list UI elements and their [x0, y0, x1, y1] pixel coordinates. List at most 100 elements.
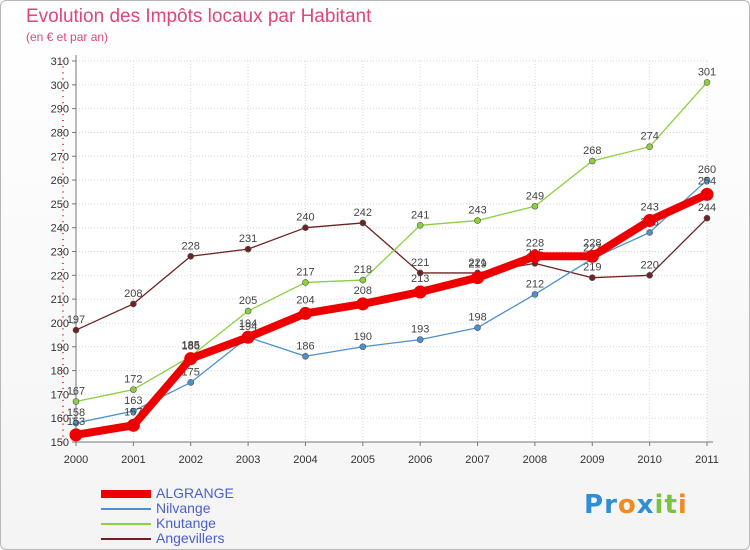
data-point-knutange	[416, 222, 424, 229]
y-tick-label: 210	[51, 294, 69, 306]
data-label-knutange: 249	[526, 190, 544, 202]
data-point-algrange	[413, 285, 427, 299]
data-point-angevillers	[703, 214, 711, 222]
data-point-knutange	[531, 202, 539, 210]
x-tick-label: 2011	[695, 454, 719, 466]
data-point-algrange	[298, 306, 312, 320]
data-point-knutange	[359, 276, 367, 284]
chart-title: Evolution des Impôts locaux par Habitant	[26, 6, 372, 27]
data-label-algrange: 208	[354, 285, 372, 297]
legend-swatch	[101, 490, 151, 498]
data-label-algrange: 228	[583, 237, 601, 249]
data-point-nilvange	[302, 352, 309, 360]
data-label-algrange: 153	[67, 416, 85, 428]
data-point-angevillers	[646, 272, 653, 279]
data-point-algrange	[241, 330, 255, 344]
data-label-angevillers: 197	[67, 314, 85, 326]
data-label-knutange: 243	[468, 205, 486, 217]
data-point-nilvange	[646, 229, 653, 236]
data-point-angevillers	[302, 224, 309, 231]
data-point-algrange	[528, 249, 542, 263]
data-point-nilvange	[187, 379, 195, 386]
data-label-knutange: 217	[296, 266, 314, 278]
data-point-algrange	[700, 187, 714, 201]
data-label-angevillers: 242	[354, 207, 372, 219]
logo-letter: P	[584, 490, 605, 520]
x-tick-label: 2000	[64, 454, 88, 466]
data-point-algrange	[69, 428, 83, 442]
data-label-knutange: 172	[124, 374, 142, 386]
data-label-knutange: 167	[67, 386, 85, 398]
legend-label: Nilvange	[156, 500, 211, 516]
logo-letter: t	[664, 490, 678, 520]
data-point-nilvange	[72, 419, 80, 427]
data-label-algrange: 243	[640, 202, 658, 214]
data-label-nilvange: 193	[411, 324, 429, 336]
x-tick-label: 2004	[293, 454, 317, 466]
x-tick-label: 2008	[523, 454, 547, 466]
data-label-nilvange: 190	[354, 331, 372, 343]
y-tick-label: 160	[51, 413, 69, 425]
legend-label: ALGRANGE	[156, 485, 234, 501]
data-point-knutange	[130, 386, 137, 393]
legend-item: Knutange	[101, 515, 301, 531]
legend-swatch	[101, 538, 151, 540]
data-point-algrange	[126, 418, 140, 432]
data-label-nilvange: 260	[698, 164, 716, 176]
data-label-knutange: 186	[182, 340, 200, 352]
data-label-angevillers: 219	[583, 262, 601, 274]
y-tick-label: 220	[51, 270, 69, 282]
legend-swatch	[101, 523, 151, 525]
data-point-angevillers	[130, 300, 137, 308]
data-point-nilvange	[416, 336, 424, 343]
y-tick-label: 150	[51, 437, 69, 449]
data-label-algrange: 157	[124, 406, 142, 418]
y-tick-label: 180	[51, 366, 69, 378]
data-point-knutange	[474, 217, 481, 224]
data-point-knutange	[646, 143, 653, 151]
series-line-angevillers	[75, 217, 708, 331]
data-label-nilvange: 158	[67, 407, 85, 419]
data-label-algrange: 228	[526, 237, 544, 249]
data-point-angevillers	[416, 269, 424, 277]
legend-item: ALGRANGE	[101, 485, 301, 501]
data-label-knutange: 241	[411, 209, 429, 221]
data-point-angevillers	[72, 326, 80, 334]
y-tick-label: 170	[51, 389, 69, 401]
data-label-knutange: 205	[239, 295, 257, 307]
data-label-nilvange: 194	[239, 321, 257, 333]
data-point-nilvange	[359, 343, 367, 351]
data-label-nilvange: 198	[468, 312, 486, 324]
data-label-knutange: 301	[698, 66, 716, 78]
data-point-algrange	[471, 271, 485, 285]
data-label-nilvange: 163	[124, 395, 142, 407]
y-tick-label: 190	[51, 342, 69, 354]
x-tick-label: 2002	[178, 454, 202, 466]
legend-swatch	[101, 508, 151, 510]
data-point-nilvange	[531, 291, 539, 298]
x-tick-label: 2006	[408, 454, 432, 466]
y-tick-label: 270	[51, 151, 69, 163]
logo-letter: i	[654, 490, 665, 520]
y-tick-label: 300	[51, 80, 69, 92]
legend-item: Angevillers	[101, 530, 301, 546]
logo-letter: x	[636, 490, 655, 520]
y-tick-label: 230	[51, 247, 69, 259]
x-tick-label: 2001	[121, 454, 145, 466]
data-label-algrange: 213	[411, 273, 429, 285]
data-label-knutange: 268	[583, 145, 601, 157]
data-label-angevillers: 221	[468, 257, 486, 269]
x-tick-label: 2010	[637, 454, 661, 466]
x-tick-label: 2009	[580, 454, 604, 466]
data-label-algrange: 194	[239, 318, 257, 330]
data-point-knutange	[588, 157, 596, 165]
series-line-algrange	[72, 190, 711, 439]
data-point-nilvange	[474, 324, 481, 332]
y-tick-label: 290	[51, 104, 69, 116]
data-label-algrange: 185	[182, 340, 200, 352]
data-point-angevillers	[187, 252, 195, 260]
data-point-algrange	[585, 249, 599, 263]
logo-letter: i	[677, 490, 688, 520]
